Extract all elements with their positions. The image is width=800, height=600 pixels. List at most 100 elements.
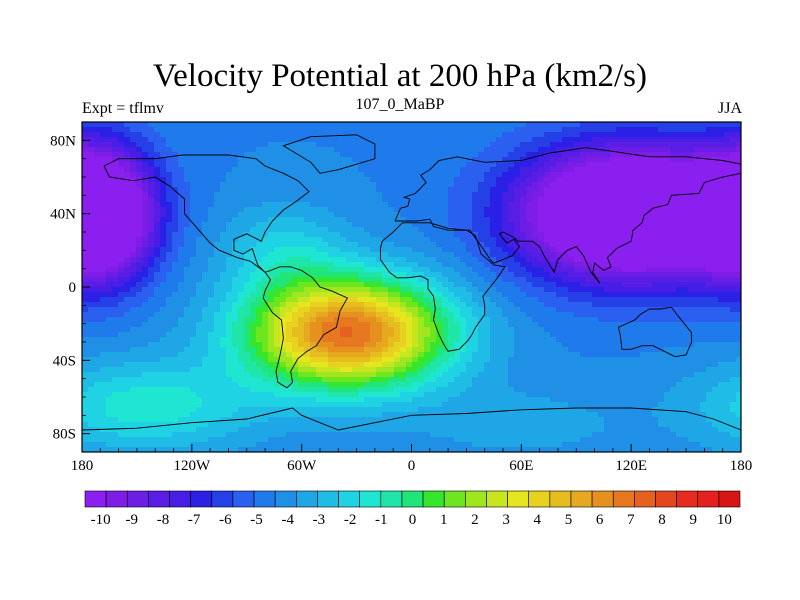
field-cell — [556, 222, 563, 228]
field-cell — [646, 197, 653, 203]
field-cell — [232, 197, 239, 203]
field-cell — [376, 332, 383, 338]
field-cell — [226, 182, 233, 188]
field-cell — [730, 337, 737, 343]
field-cell — [664, 187, 671, 193]
field-cell — [322, 147, 329, 153]
field-cell — [532, 127, 539, 133]
field-cell — [382, 237, 389, 243]
field-cell — [118, 237, 125, 243]
field-cell — [616, 152, 623, 158]
field-cell — [676, 327, 683, 333]
field-cell — [484, 192, 491, 198]
field-cell — [688, 172, 695, 178]
field-cell — [496, 287, 503, 293]
field-cell — [580, 212, 587, 218]
field-cell — [94, 292, 101, 298]
field-cell — [550, 207, 557, 213]
field-cell — [442, 262, 449, 268]
field-cell — [424, 267, 431, 273]
field-cell — [328, 252, 335, 258]
field-cell — [274, 212, 281, 218]
field-cell — [334, 292, 341, 298]
field-cell — [556, 227, 563, 233]
field-cell — [424, 282, 431, 288]
field-cell — [262, 167, 269, 173]
field-cell — [460, 297, 467, 303]
field-cell — [538, 302, 545, 308]
field-cell — [268, 152, 275, 158]
field-cell — [454, 182, 461, 188]
field-cell — [286, 152, 293, 158]
field-cell — [112, 342, 119, 348]
field-cell — [184, 227, 191, 233]
field-cell — [124, 267, 131, 273]
field-cell — [418, 282, 425, 288]
field-cell — [490, 272, 497, 278]
field-cell — [412, 322, 419, 328]
field-cell — [226, 212, 233, 218]
field-cell — [286, 247, 293, 253]
field-cell — [178, 342, 185, 348]
field-cell — [454, 282, 461, 288]
field-cell — [334, 272, 341, 278]
field-cell — [328, 147, 335, 153]
field-cell — [472, 142, 479, 148]
field-cell — [376, 242, 383, 248]
field-cell — [658, 242, 665, 248]
field-cell — [424, 232, 431, 238]
field-cell — [616, 162, 623, 168]
field-cell — [238, 342, 245, 348]
field-cell — [232, 132, 239, 138]
field-cell — [412, 247, 419, 253]
field-cell — [190, 297, 197, 303]
field-cell — [538, 337, 545, 343]
field-cell — [466, 197, 473, 203]
field-cell — [412, 147, 419, 153]
field-cell — [676, 262, 683, 268]
field-cell — [298, 302, 305, 308]
field-cell — [82, 162, 89, 168]
field-cell — [466, 322, 473, 328]
field-cell — [340, 332, 347, 338]
field-cell — [634, 172, 641, 178]
field-cell — [586, 217, 593, 223]
field-cell — [736, 252, 741, 258]
field-cell — [262, 322, 269, 328]
field-cell — [352, 187, 359, 193]
field-cell — [634, 147, 641, 153]
field-cell — [304, 122, 311, 128]
field-cell — [532, 342, 539, 348]
field-cell — [124, 167, 131, 173]
field-cell — [724, 222, 731, 228]
field-cell — [730, 247, 737, 253]
field-cell — [682, 282, 689, 288]
field-cell — [712, 292, 719, 298]
field-cell — [586, 122, 593, 128]
field-cell — [676, 232, 683, 238]
field-cell — [682, 252, 689, 258]
field-cell — [382, 292, 389, 298]
field-cell — [100, 142, 107, 148]
field-cell — [484, 177, 491, 183]
field-cell — [682, 272, 689, 278]
field-cell — [382, 287, 389, 293]
field-cell — [526, 142, 533, 148]
field-cell — [106, 187, 113, 193]
field-cell — [268, 182, 275, 188]
field-cell — [328, 157, 335, 163]
field-cell — [538, 192, 545, 198]
field-cell — [490, 297, 497, 303]
field-cell — [274, 122, 281, 128]
field-cell — [160, 157, 167, 163]
field-cell — [358, 227, 365, 233]
field-cell — [214, 337, 221, 343]
field-cell — [154, 222, 161, 228]
field-cell — [514, 132, 521, 138]
field-cell — [706, 137, 713, 143]
field-cell — [658, 217, 665, 223]
field-cell — [736, 132, 741, 138]
field-cell — [154, 347, 161, 353]
field-cell — [616, 337, 623, 343]
field-cell — [658, 182, 665, 188]
